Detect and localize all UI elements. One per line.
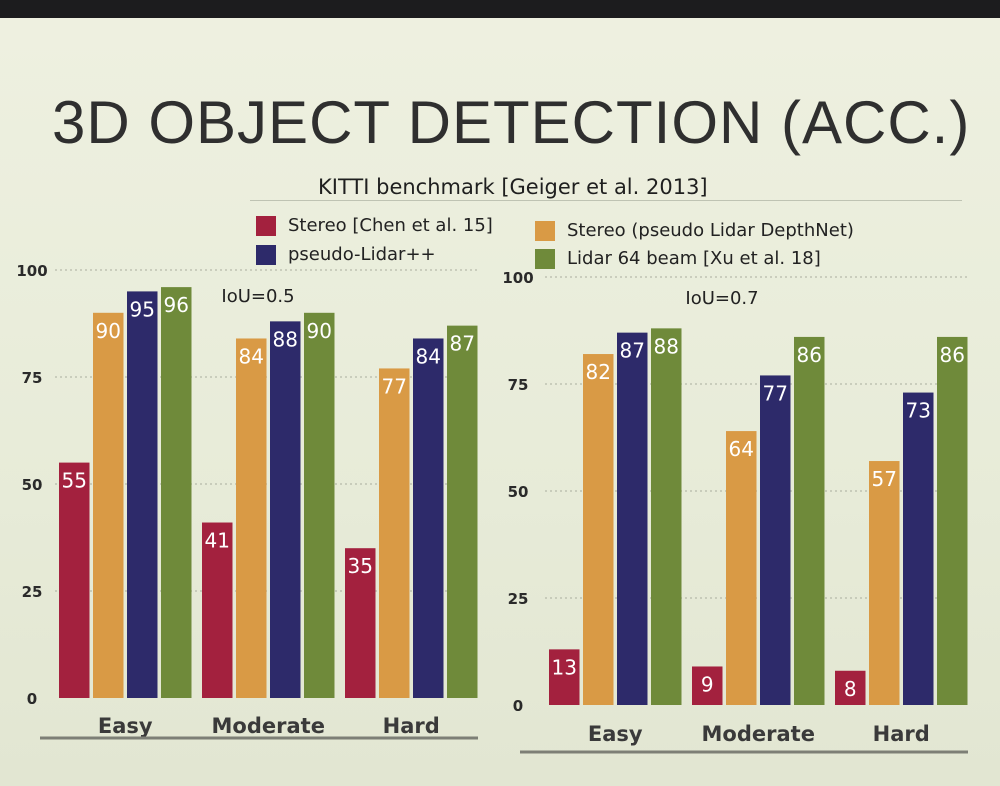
legend-item-pseudo-lidar-plus: pseudo-Lidar++ [256,244,436,265]
y-tick-label: 100 [16,262,47,280]
bar [413,338,444,698]
data-label: 84 [416,344,441,368]
data-label: 88 [273,327,298,351]
data-label: 13 [552,655,577,679]
bar [202,522,233,698]
data-label: 73 [906,399,931,423]
legend-swatch [535,220,555,241]
data-label: 57 [872,467,897,491]
x-tick-label: Hard [383,714,440,738]
bar [794,336,825,705]
data-label: 55 [62,469,87,493]
data-label: 86 [940,343,965,367]
bar [726,431,757,705]
data-label: 9 [701,672,714,696]
data-label: 86 [797,343,822,367]
data-label: 87 [450,332,475,356]
data-label: 77 [763,381,788,405]
y-tick-label: 50 [22,476,43,494]
bar [304,312,335,698]
page-title: 3D OBJECT DETECTION (ACC.) [52,89,971,156]
data-label: 88 [654,334,679,358]
chart-1: 0 25 50 75 100 55 90 95 96 Easy 41 84 88 90 Moderate 35… [16,262,480,740]
legend-swatch [535,248,555,269]
x-tick-label: Moderate [702,722,815,746]
y-tick-label: 25 [508,590,529,608]
bar [161,287,192,698]
data-label: 96 [164,293,189,317]
legend-divider [250,200,962,201]
bar [127,291,158,698]
bar [760,375,791,705]
chart-subtitle: KITTI benchmark [Geiger et al. 2013] [318,175,708,199]
y-tick-label: 50 [508,483,529,501]
y-tick-label: 75 [508,376,529,394]
y-tick-label: 25 [22,583,43,601]
legend-label: Lidar 64 beam [Xu et al. 18] [567,248,821,269]
bar [447,325,478,698]
data-label: 90 [96,319,121,343]
chart-title: IoU=0.5 [221,286,294,307]
data-label: 95 [130,297,155,321]
data-label: 87 [620,339,645,363]
data-label: 41 [205,529,230,553]
bar [59,462,90,698]
bar [651,328,682,705]
data-label: 64 [729,437,754,461]
bar [379,368,410,698]
bar [583,354,614,705]
legend-item-stereo-pseudo-lidar: Stereo (pseudo Lidar DepthNet) [535,220,854,241]
bar [549,649,580,705]
x-tick-label: Easy [98,714,153,738]
bar [869,461,900,705]
bar [617,332,648,705]
data-label: 35 [348,554,373,578]
chart-title: IoU=0.7 [685,288,758,309]
bar [93,312,124,698]
data-label: 90 [307,319,332,343]
bar [835,670,866,705]
x-tick-label: Moderate [212,714,325,738]
bar [692,666,723,705]
data-label: 77 [382,374,407,398]
chart-2: 0 25 50 75 100 13 82 87 88 Easy 9 64 77 86 Moderate 8 57… [502,269,970,754]
x-tick-label: Hard [873,722,930,746]
legend-item-stereo-chen: Stereo [Chen et al. 15] [256,215,493,236]
legend-label: pseudo-Lidar++ [288,244,436,265]
bar [270,321,301,698]
y-tick-label: 100 [502,269,533,287]
legend-label: Stereo [Chen et al. 15] [288,215,493,236]
data-label: 82 [586,360,611,384]
legend-item-lidar-64: Lidar 64 beam [Xu et al. 18] [535,248,821,269]
y-tick-label: 0 [513,697,523,715]
bar [903,392,934,705]
data-label: 8 [844,677,857,701]
bar [937,336,968,705]
legend-swatch [256,215,276,236]
x-tick-label: Easy [588,722,643,746]
y-tick-label: 75 [22,369,43,387]
data-label: 84 [239,344,264,368]
bar [236,338,267,698]
legend-label: Stereo (pseudo Lidar DepthNet) [567,220,854,241]
legend-swatch [256,244,276,265]
y-tick-label: 0 [27,690,37,708]
bar [345,548,376,698]
